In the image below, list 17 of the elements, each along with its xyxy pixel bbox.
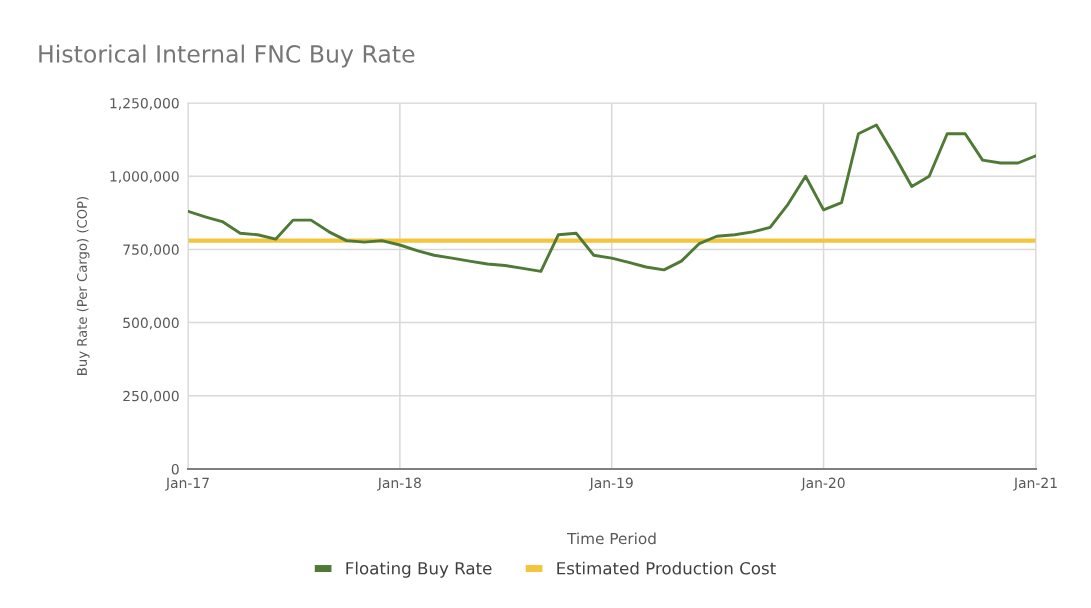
y-tick-label: 1,250,000 — [110, 97, 179, 110]
legend-label: Estimated Production Cost — [557, 561, 776, 575]
y-tick-label: 0 — [171, 463, 179, 475]
x-axis-title: Time Period — [567, 532, 656, 545]
x-tick-label: Jan-17 — [165, 477, 209, 491]
legend-label: Floating Buy Rate — [346, 561, 492, 578]
y-tick-label: 250,000 — [123, 390, 179, 403]
y-axis-title: Buy Rate (Per Cargo) (COP) — [76, 196, 90, 375]
y-tick-label: 500,000 — [123, 317, 179, 330]
chart-title: Historical Internal FNC Buy Rate — [39, 44, 415, 68]
x-tick-label: Jan-21 — [1013, 477, 1057, 491]
y-tick-label: 1,000,000 — [110, 171, 179, 184]
x-tick-label: Jan-18 — [377, 477, 421, 491]
x-tick-label: Jan-19 — [588, 477, 633, 491]
line-series — [188, 123, 1036, 273]
x-tick-label: Jan-20 — [800, 477, 845, 491]
y-tick-label: 750,000 — [123, 244, 179, 257]
